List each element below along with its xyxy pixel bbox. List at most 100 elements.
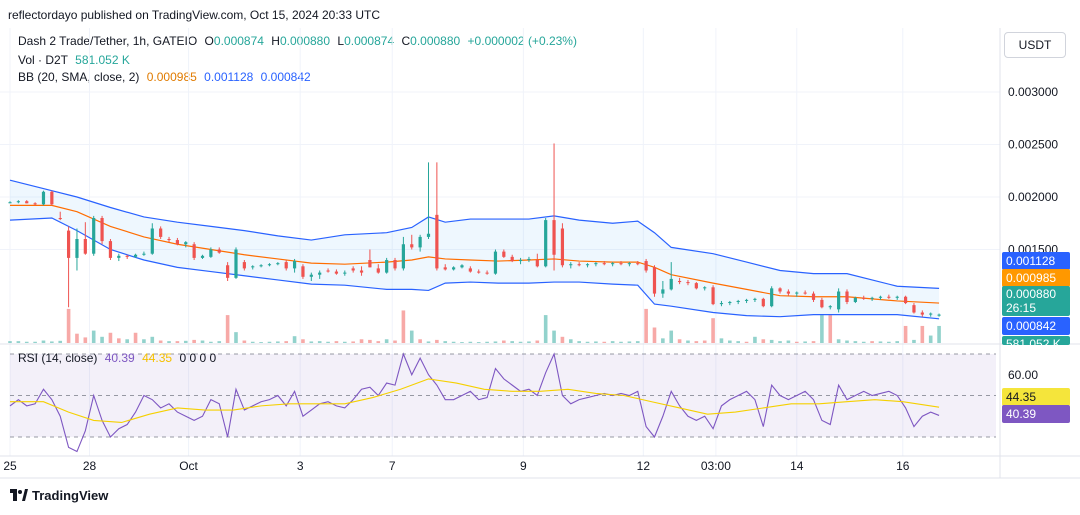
candle-body xyxy=(251,266,255,268)
low-value: 0.000874 xyxy=(344,34,395,48)
volume-label[interactable]: Vol · D2T xyxy=(18,53,68,67)
open-value: 0.000874 xyxy=(213,34,264,48)
volume-bar xyxy=(836,339,841,343)
candle-body xyxy=(25,201,29,204)
volume-bar xyxy=(845,340,849,343)
volume-bar xyxy=(895,341,900,343)
candle-body xyxy=(175,240,179,245)
rsi-ma-value: 44.35 xyxy=(142,351,173,365)
bb-upper-tag: 0.001128 xyxy=(1002,252,1070,270)
candle-body xyxy=(795,292,799,294)
volume-bar xyxy=(75,333,79,343)
volume-bar xyxy=(610,341,615,343)
volume-bar xyxy=(702,340,707,343)
candle-body xyxy=(200,255,205,258)
volume-bar xyxy=(460,342,464,343)
candle-body xyxy=(468,268,472,272)
candle-body xyxy=(259,265,263,267)
volume-bar xyxy=(100,336,104,343)
candle-body xyxy=(552,220,556,255)
volume-bar xyxy=(225,315,230,343)
close-price: 0.000880 xyxy=(1006,287,1057,301)
bb-upper-value: 0.001128 xyxy=(204,70,254,84)
volume-bar xyxy=(661,338,665,343)
candle-body xyxy=(326,270,330,272)
close-value: 0.000880 xyxy=(410,34,461,48)
volume-bar xyxy=(317,341,322,343)
volume-bar xyxy=(652,327,657,343)
time-axis[interactable]: 25 28 Oct 3 7 9 12 03:00 14 16 xyxy=(3,459,909,473)
volume-bar xyxy=(811,341,816,343)
candle-body xyxy=(845,291,849,302)
candle-body xyxy=(334,271,339,274)
candle-body xyxy=(418,236,422,248)
candle-body xyxy=(937,314,941,316)
time-tick-label: 9 xyxy=(520,459,527,473)
candle-body xyxy=(870,297,874,299)
rsi-pane xyxy=(9,352,996,453)
volume-bar xyxy=(41,340,46,343)
candle-body xyxy=(393,260,397,269)
time-tick-label: Oct xyxy=(179,459,198,473)
volume-bar xyxy=(217,341,222,343)
candle-body xyxy=(318,272,322,275)
price-tick-label: 0.002000 xyxy=(1008,190,1058,204)
volume-bar xyxy=(594,341,598,343)
volume-bar xyxy=(150,336,155,343)
volume-bar xyxy=(326,341,330,343)
candle-body xyxy=(736,300,740,302)
candle-body xyxy=(711,287,715,305)
volume-bar xyxy=(493,341,498,343)
candle-body xyxy=(234,249,238,278)
candle-body xyxy=(167,239,171,241)
volume-bar xyxy=(384,339,389,343)
candle-body xyxy=(284,262,288,269)
volume-bar xyxy=(744,341,749,343)
volume-bar xyxy=(677,339,682,343)
bb-legend: BB (20, SMA, close, 2) 0.000985 0.001128… xyxy=(18,70,311,84)
volume-bar xyxy=(560,336,565,343)
bb-basis-tag: 0.000985 xyxy=(1002,269,1070,287)
tradingview-logo[interactable]: TradingView xyxy=(10,488,108,503)
time-tick-label: 12 xyxy=(637,459,651,473)
candle-body xyxy=(159,228,163,237)
candle-body xyxy=(184,242,188,245)
candle-body xyxy=(410,244,414,248)
bb-lower-line xyxy=(9,217,940,320)
candle-body xyxy=(594,263,598,265)
volume-bar xyxy=(928,335,933,343)
volume-value: 581.052 K xyxy=(75,53,130,67)
symbol-title[interactable]: Dash 2 Trade/Tether, 1h, GATEIO xyxy=(18,34,198,48)
rsi-label[interactable]: RSI (14, close) xyxy=(18,351,98,365)
volume-bar xyxy=(485,341,489,343)
candle-body xyxy=(837,291,841,310)
candle-body xyxy=(770,288,774,307)
currency-button[interactable]: USDT xyxy=(1004,32,1066,58)
volume-bar xyxy=(167,341,171,343)
candle-body xyxy=(292,261,297,269)
candle-body xyxy=(83,239,87,254)
volume-bar xyxy=(535,340,540,343)
volume-bar xyxy=(426,341,431,343)
candle-body xyxy=(811,293,816,300)
candle-body xyxy=(66,230,71,258)
close-label: C xyxy=(401,34,411,48)
volume-bar xyxy=(443,341,448,343)
candle-body xyxy=(50,191,54,205)
candle-body xyxy=(544,220,548,267)
candle-body xyxy=(694,283,698,289)
volume-bar xyxy=(585,341,590,343)
volume-bar xyxy=(250,341,255,343)
candle-body xyxy=(33,203,37,205)
volume-bar xyxy=(694,341,699,343)
bb-label[interactable]: BB (20, SMA, close, 2) xyxy=(18,70,140,84)
candle-body xyxy=(426,233,431,237)
rsi-tag: 40.39 xyxy=(1002,405,1070,423)
candle-body xyxy=(920,312,924,315)
volume-bar xyxy=(393,340,397,343)
volume-bar xyxy=(83,337,88,343)
volume-bar xyxy=(778,341,782,343)
rsi-line xyxy=(9,352,940,453)
